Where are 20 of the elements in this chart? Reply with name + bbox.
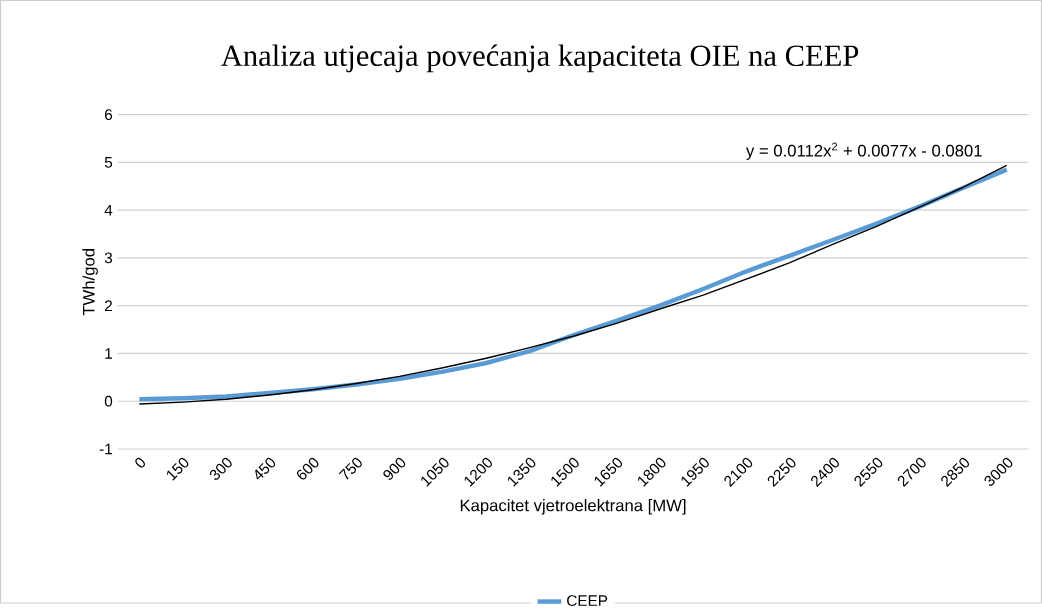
x-tick-label: 600 <box>296 457 319 480</box>
x-axis-title: Kapacitet vjetroelektrana [MW] <box>460 498 686 515</box>
chart-title: Analiza utjecaja povećanja kapaciteta OIE na CEEP <box>221 44 859 73</box>
y-tick-label: 4 <box>104 204 113 216</box>
annotation: y = 0.0112x$^{2}$ + 0.0077x - 0.0801 <box>746 142 982 160</box>
y-axis-title: TWh/god <box>82 248 98 316</box>
y-tick-label: 2 <box>105 300 112 311</box>
x-tick-label: 900 <box>383 457 406 480</box>
y-tick-label: -1 <box>99 443 113 454</box>
y-tick-label: 3 <box>104 252 113 264</box>
x-tick-label: 450 <box>255 457 276 480</box>
x-tick-label: 300 <box>209 457 232 480</box>
y-tick-label: 6 <box>105 109 113 120</box>
x-tick-label: 150 <box>167 457 189 481</box>
y-tick-label: 1 <box>105 347 113 359</box>
y-tick-label: 0 <box>104 395 113 407</box>
legend-label: CEEP <box>567 594 608 606</box>
x-tick-label: 0 <box>135 457 145 468</box>
y-tick-label: 5 <box>104 156 113 168</box>
x-tick-label: 750 <box>338 457 362 480</box>
